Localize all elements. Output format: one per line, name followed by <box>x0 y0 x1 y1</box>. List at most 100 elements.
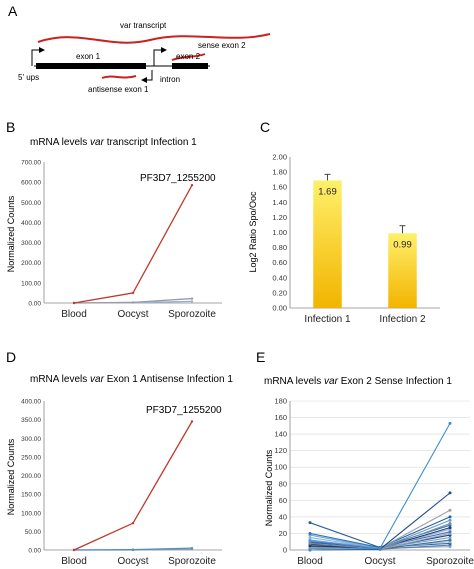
panel-c-ytick-label: 0.80 <box>272 243 287 252</box>
panel-c-data-label: 1.69 <box>318 186 337 197</box>
panel-c-ylabel: Log2 Ratio Spo/Ooc <box>248 191 258 273</box>
exon1-label: exon 1 <box>76 52 101 61</box>
panel-b-data-point <box>190 297 194 300</box>
panel-c-data-label: 0.99 <box>393 239 412 250</box>
panel-e-data-point <box>448 421 452 425</box>
panel-b-letter: B <box>6 119 15 135</box>
ups-promoter-arrow-icon <box>31 47 45 66</box>
panel-e-ytick-label: 120 <box>274 446 287 455</box>
panel-e-data-point <box>308 541 312 545</box>
panel-e-data-point <box>308 531 312 535</box>
panel-e-ytick-label: 160 <box>274 413 287 422</box>
panel-e-ytick-label: 60 <box>279 496 287 505</box>
panel-e-data-point <box>448 536 452 540</box>
exon1-block <box>36 63 146 69</box>
panel-c-ytick-label: 1.40 <box>272 198 287 207</box>
panel-b-ylabel: Normalized Counts <box>6 195 16 272</box>
panel-b-data-point <box>72 301 76 305</box>
panel-d-data-point <box>190 546 194 550</box>
panel-e-data-point <box>448 508 452 512</box>
panel-b-data-point <box>190 300 194 303</box>
panel-b-data-point <box>190 183 194 187</box>
panel-b-xtick-label: Sporozoite <box>168 309 216 320</box>
panel-e-title: mRNA levels var Exon 2 Sense Infection 1 <box>264 376 452 387</box>
panel-d-ytick-label: 150.00 <box>21 492 41 499</box>
panel-d-series-line <box>73 421 193 551</box>
intron-label: intron <box>160 75 180 84</box>
panel-b-ytick-label: 400.00 <box>21 220 41 227</box>
panel-d-ytick-label: 200.00 <box>21 473 41 480</box>
panel-b-annotation: PF3D7_1255200 <box>140 173 216 184</box>
panel-e-ytick-label: 180 <box>274 397 287 406</box>
panel-e-xtick-label: Blood <box>297 556 323 567</box>
panel-e-data-point <box>308 538 312 542</box>
panel-b-data-point <box>131 301 135 304</box>
panel-c-ytick-label: 1.60 <box>272 183 287 192</box>
panel-e-letter: E <box>256 349 265 365</box>
panel-e-data-point <box>448 491 452 495</box>
panel-d-ytick-label: 300.00 <box>21 436 41 443</box>
panel-b-data-point <box>131 291 135 295</box>
panel-e-data-point <box>448 518 452 522</box>
intron-promoter-arrow-icon <box>153 47 167 66</box>
panel-c-xtick-label: Infection 1 <box>304 314 351 325</box>
panel-e-data-point <box>448 522 452 526</box>
sense-exon2-label: sense exon 2 <box>198 41 246 50</box>
exon2-label: exon 2 <box>176 52 201 61</box>
panel-b-chart: B mRNA levels var transcript Infection 1… <box>6 119 222 320</box>
panel-e-data-point <box>378 546 382 550</box>
panel-e-ytick-label: 100 <box>274 463 287 472</box>
panel-d-ytick-label: 0.00 <box>28 548 41 555</box>
panel-d-data-point <box>131 521 135 525</box>
panel-d-ylabel: Normalized Counts <box>6 438 16 515</box>
panel-d-ytick-label: 400.00 <box>21 399 41 406</box>
antisense-promoter-arrow-icon <box>141 70 153 83</box>
panel-e-data-point <box>448 526 452 530</box>
panel-d-annotation: PF3D7_1255200 <box>146 405 222 416</box>
sense-exon2-line <box>171 53 206 61</box>
panel-b-xtick-label: Blood <box>61 309 87 320</box>
panel-b-ytick-label: 300.00 <box>21 240 41 247</box>
panel-e-data-point <box>448 538 452 542</box>
panel-d-data-point <box>131 548 135 551</box>
panel-e-ytick-label: 80 <box>279 479 287 488</box>
panel-c-xtick-label: Infection 2 <box>379 314 426 325</box>
panel-c-ytick-label: 1.80 <box>272 168 287 177</box>
panel-d-chart: D mRNA levels var Exon 1 Antisense Infec… <box>6 349 233 567</box>
panel-d-letter: D <box>6 349 16 365</box>
panel-c-letter: C <box>260 119 270 135</box>
panel-d-ytick-label: 100.00 <box>21 510 41 517</box>
panel-e-ytick-label: 0 <box>283 546 287 555</box>
panel-d-data-point <box>190 420 194 423</box>
panel-d-xtick-label: Sporozoite <box>168 556 216 567</box>
panel-c-ytick-label: 0.60 <box>272 258 287 267</box>
panel-b-ytick-label: 200.00 <box>21 260 41 267</box>
panel-d-data-point <box>72 548 76 552</box>
panel-e-data-point <box>308 521 312 525</box>
panel-a-letter: A <box>8 3 18 19</box>
panel-c-bar <box>388 233 417 308</box>
panel-e-ytick-label: 140 <box>274 430 287 439</box>
panel-c-ytick-label: 0.40 <box>272 273 287 282</box>
panel-b-ytick-label: 100.00 <box>21 280 41 287</box>
antisense-exon1-label: antisense exon 1 <box>88 85 149 94</box>
panel-a-diagram: A var transcript sense exon 2 exon 1 exo… <box>8 3 271 94</box>
panel-c-chart: C Log2 Ratio Spo/Ooc 0.00 0.20 0.40 0.60 0.8… <box>248 119 440 325</box>
panel-d-title: mRNA levels var Exon 1 Antisense Infecti… <box>30 374 233 385</box>
panel-d-xtick-label: Oocyst <box>117 556 148 567</box>
panel-e-xtick-label: Oocyst <box>364 556 395 567</box>
ups-label: 5' ups <box>18 73 39 82</box>
antisense-exon1-line <box>101 75 137 79</box>
panel-e-data-point <box>308 544 312 548</box>
panel-c-ytick-label: 1.00 <box>272 228 287 237</box>
panel-d-ytick-label: 350.00 <box>21 417 41 424</box>
panel-e-data-point <box>448 515 452 519</box>
panel-b-ytick-label: 600.00 <box>21 180 41 187</box>
panel-e-data-point <box>448 530 452 534</box>
var-transcript-line <box>37 33 271 44</box>
panel-e-ytick-label: 40 <box>279 512 287 521</box>
panel-b-series-line <box>73 184 193 304</box>
panel-b-ytick-label: 0.00 <box>28 301 41 308</box>
panel-e-ytick-label: 20 <box>279 529 287 538</box>
